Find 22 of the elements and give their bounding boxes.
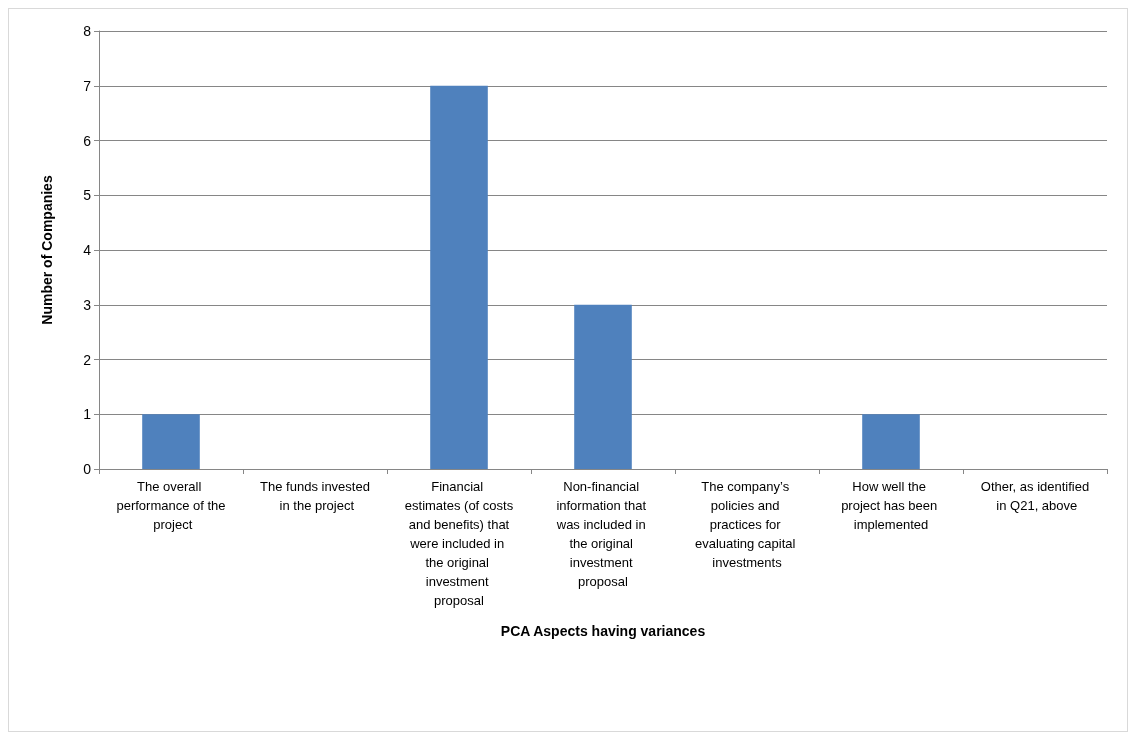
x-tick-label: Other, as identified in Q21, above [980, 479, 1090, 513]
y-tick-label: 6 [83, 132, 92, 149]
bar [430, 85, 488, 469]
x-tick-label: Non-financial information that was included in the original investment proposal [555, 479, 650, 589]
x-tick-label: The company’s policies and practices for evaluating capital investments [694, 479, 800, 570]
x-tick-label: The overall performance of the project [116, 479, 226, 532]
y-axis-title: Number of Companies [39, 175, 55, 325]
x-tick-label: The funds invested in the project [260, 479, 370, 513]
bar [574, 304, 632, 469]
y-tick-label: 8 [83, 23, 92, 39]
y-tick-label: 2 [83, 351, 92, 368]
x-tick-label: How well the project has been implemented [841, 479, 941, 532]
x-tick-label: Financial estimates (of costs and benefits) that were included in the original investment proposal [404, 479, 514, 608]
y-tick-label: 0 [83, 461, 92, 477]
y-tick-label: 4 [83, 242, 92, 258]
bar [142, 414, 200, 469]
y-tick-label: 7 [83, 77, 92, 94]
y-tick-label: 5 [83, 187, 92, 204]
y-tick-label: 1 [83, 406, 92, 423]
x-axis-title: PCA Aspects having variances [500, 623, 706, 639]
y-tick-label: 3 [83, 296, 92, 313]
bar [862, 414, 920, 469]
